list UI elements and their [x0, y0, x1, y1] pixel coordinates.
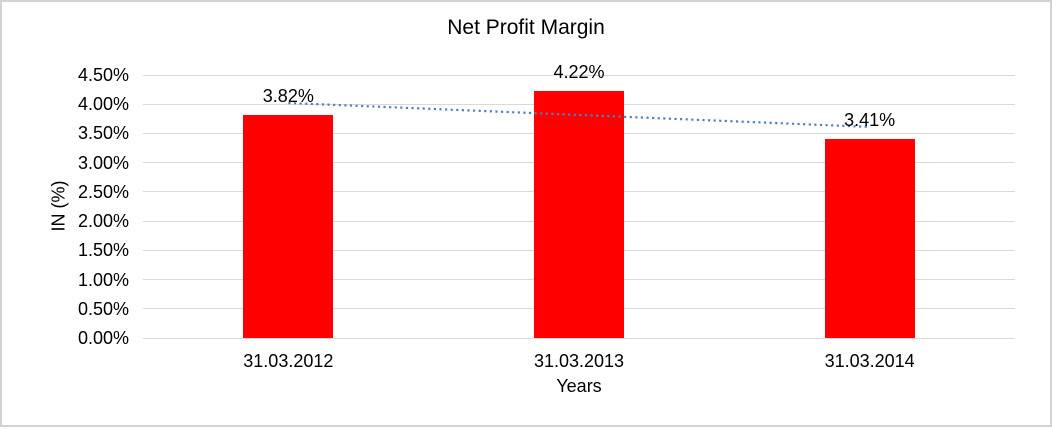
gridline	[143, 74, 1015, 76]
bar-data-label: 3.41%	[844, 109, 896, 130]
y-tick-label: 0.00%	[77, 328, 129, 348]
chart-title: Net Profit Margin	[447, 16, 605, 39]
bar-31.03.2014	[824, 138, 915, 338]
bar-31.03.2012	[243, 114, 334, 338]
x-tick-label: 31.03.2012	[243, 351, 334, 371]
y-tick-label: 4.50%	[77, 65, 129, 85]
y-tick-label: 2.00%	[77, 211, 129, 232]
y-tick-label: 4.00%	[77, 94, 129, 115]
y-tick-label: 2.50%	[77, 181, 129, 202]
bar-31.03.2013	[534, 91, 624, 338]
bar-data-label: 3.82%	[262, 85, 314, 106]
y-tick-label: 1.00%	[77, 269, 129, 290]
y-tick-label: 0.50%	[77, 298, 129, 319]
gridline	[143, 337, 1015, 339]
x-tick-label: 31.03.2013	[533, 351, 625, 371]
y-tick-label: 3.00%	[77, 152, 129, 173]
x-axis-title: Years	[556, 376, 602, 396]
y-tick-label: 3.50%	[77, 123, 129, 144]
bar-data-label: 4.22%	[553, 62, 605, 83]
y-tick-label: 1.50%	[77, 240, 129, 261]
x-tick-label: 31.03.2014	[824, 351, 915, 371]
